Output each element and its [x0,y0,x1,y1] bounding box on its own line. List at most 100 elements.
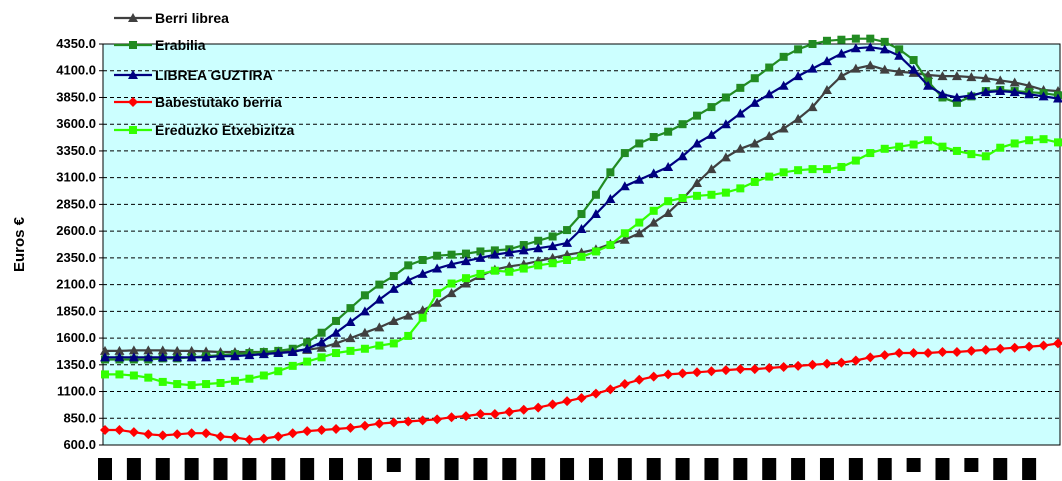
data-point [316,342,327,352]
data-point [967,150,976,159]
data-point [172,352,183,362]
data-point [648,168,659,178]
data-point [765,63,774,72]
data-point [865,42,876,52]
data-point [692,138,703,148]
data-point [692,367,703,378]
data-point [129,126,137,134]
data-point [996,143,1005,152]
data-point [663,207,674,217]
data-point [302,343,313,353]
data-point [273,431,284,442]
data-point [417,268,428,278]
x-tick-label [386,458,401,472]
data-point [288,361,297,370]
y-tick-label: 1350.0 [56,357,96,372]
data-point [302,426,313,437]
data-point [721,188,730,197]
data-point [1009,87,1020,97]
data-point [157,345,168,355]
data-point [851,156,860,165]
legend-label: LIBREA GUZTIRA [155,67,273,83]
data-point [937,346,948,357]
data-point [433,289,442,298]
data-point [533,402,544,413]
data-point [692,178,703,188]
data-point [316,337,327,347]
data-point [879,350,890,361]
data-point [460,278,471,288]
data-point [359,306,370,316]
data-point [850,63,861,73]
data-point [461,249,470,258]
data-point [563,256,572,265]
data-point [778,123,789,133]
data-point [765,172,774,181]
data-point [345,317,356,327]
data-point [1024,341,1035,352]
data-point [258,433,269,444]
data-point [230,376,239,385]
data-point [229,351,240,361]
data-point [736,83,745,92]
x-tick-label [271,458,286,480]
data-point [619,181,630,191]
data-point [808,40,817,48]
data-point [938,142,947,151]
data-point [865,60,876,70]
data-point [606,241,615,250]
x-tick-label [935,458,950,480]
x-tick-label [1022,458,1037,480]
data-point [1024,80,1035,90]
data-point [663,161,674,171]
data-point [128,13,138,22]
x-tick-label [415,458,430,480]
data-point [693,191,702,200]
data-point [432,263,443,273]
x-tick-label [588,458,603,480]
y-axis-ticks: 600.0 850.0 1100.0 1350.0 1600.0 1850.0 2100.0… [56,36,103,452]
data-point [317,328,326,337]
data-point [923,348,934,359]
legend-item: Ereduzko Etxebizitza [114,122,294,138]
data-point [332,349,341,358]
data-point [635,218,644,227]
data-point [417,415,428,426]
data-point [374,294,385,304]
data-point [807,63,818,73]
data-point [576,223,587,233]
data-point [389,339,398,348]
x-tick-label [213,458,228,480]
data-point [534,236,543,245]
data-point [909,56,918,65]
data-point [677,151,688,161]
data-point [778,80,789,90]
data-point [518,404,529,415]
data-point [158,377,167,386]
data-point [374,418,385,429]
data-point [303,338,312,347]
data-point [317,353,326,362]
data-point [995,75,1006,85]
data-point [287,346,298,356]
data-point [794,45,803,54]
data-point [837,35,846,44]
data-point [793,360,804,371]
data-point [707,190,716,199]
data-point [100,352,110,362]
data-point [1009,342,1020,353]
data-point [663,369,674,380]
data-point [548,232,557,241]
data-point [620,229,629,238]
series-4 [100,338,1062,445]
data-point [562,237,573,247]
data-point [374,322,385,332]
data-point [591,190,600,199]
x-tick-label [357,458,372,480]
series-5 [101,135,1062,390]
x-tick-label [877,458,892,480]
data-point [446,412,457,423]
data-point [648,217,659,227]
data-point [403,416,414,427]
